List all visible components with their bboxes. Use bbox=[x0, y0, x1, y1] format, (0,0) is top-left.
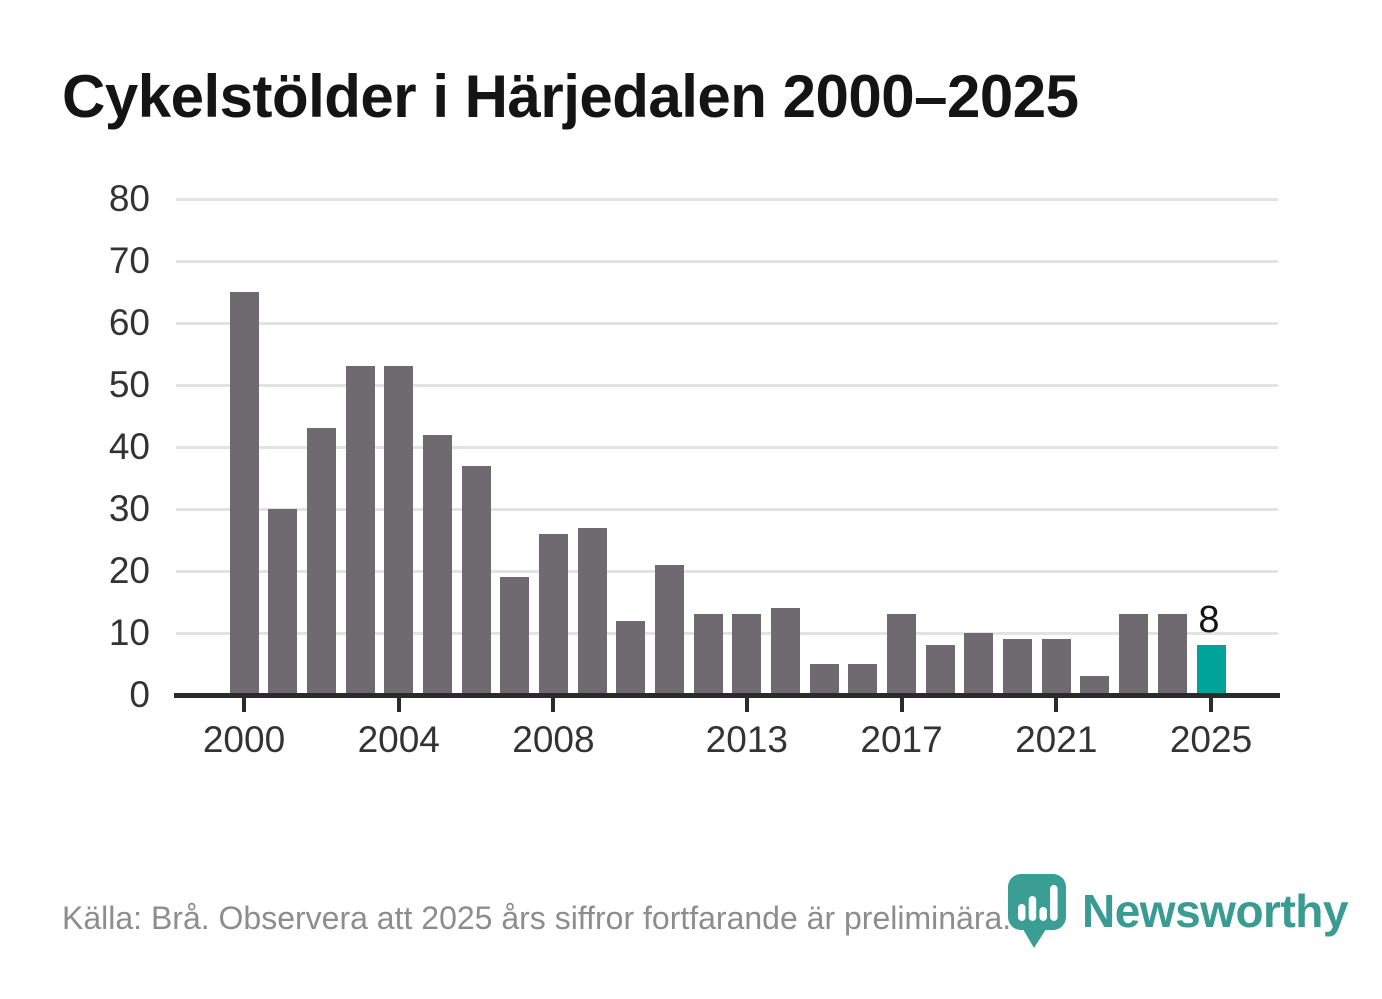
y-axis-label-40: 40 bbox=[108, 426, 150, 467]
chart-title: Cykelstölder i Härjedalen 2000–2025 bbox=[62, 63, 1079, 130]
y-axis-label-60: 60 bbox=[108, 302, 150, 343]
gridline-20 bbox=[176, 570, 1278, 573]
y-axis-label-70: 70 bbox=[108, 240, 150, 281]
source-note: Källa: Brå. Observera att 2025 års siffr… bbox=[62, 900, 1012, 936]
x-axis-tick-2017 bbox=[899, 696, 904, 712]
x-axis-tick-2013 bbox=[744, 696, 749, 712]
y-axis-label-80: 80 bbox=[108, 178, 150, 219]
bar-2020 bbox=[1003, 639, 1033, 697]
bar-2005 bbox=[422, 434, 452, 697]
bar-2014 bbox=[771, 608, 801, 697]
bar-2009 bbox=[577, 527, 607, 697]
y-axis-label-50: 50 bbox=[108, 364, 150, 405]
bar-2015 bbox=[809, 664, 839, 697]
bar-chart-pin-icon bbox=[1008, 874, 1066, 948]
y-axis-label-30: 30 bbox=[108, 488, 150, 529]
gridline-10 bbox=[176, 632, 1278, 635]
bar-2022 bbox=[1080, 676, 1110, 697]
bar-2000 bbox=[229, 292, 259, 697]
bar-2023 bbox=[1119, 614, 1149, 697]
bar-2010 bbox=[616, 620, 646, 697]
bar-2016 bbox=[848, 664, 878, 697]
x-axis-line bbox=[174, 693, 1280, 698]
bar-2001 bbox=[268, 509, 298, 697]
gridline-60 bbox=[176, 322, 1278, 325]
bar-2008 bbox=[538, 533, 568, 697]
highlight-value-label: 8 bbox=[1198, 599, 1220, 642]
bar-2013 bbox=[732, 614, 762, 697]
bar-2019 bbox=[964, 633, 994, 697]
x-axis-label-2000: 2000 bbox=[202, 719, 286, 760]
y-axis-label-0: 0 bbox=[129, 674, 150, 715]
x-axis-label-2013: 2013 bbox=[705, 719, 788, 760]
x-axis-label-2025: 2025 bbox=[1169, 719, 1253, 760]
y-axis-label-10: 10 bbox=[108, 612, 150, 653]
gridline-70 bbox=[176, 260, 1278, 263]
x-axis-label-2008: 2008 bbox=[512, 719, 595, 760]
bar-2017 bbox=[887, 614, 917, 697]
x-axis-label-2021: 2021 bbox=[1015, 719, 1098, 760]
bar-2003 bbox=[345, 366, 375, 697]
bar-2025 bbox=[1196, 645, 1226, 697]
brand-wordmark: Newsworthy bbox=[1082, 885, 1348, 937]
gridline-80 bbox=[176, 198, 1278, 201]
gridline-50 bbox=[176, 384, 1278, 387]
bar-2007 bbox=[500, 577, 530, 697]
gridline-40 bbox=[176, 446, 1278, 449]
bar-2024 bbox=[1157, 614, 1187, 697]
bar-2006 bbox=[461, 465, 491, 697]
bar-2018 bbox=[925, 645, 955, 697]
x-axis-tick-2025 bbox=[1209, 696, 1213, 712]
bar-2012 bbox=[693, 614, 723, 697]
x-axis-tick-2004 bbox=[396, 696, 401, 712]
x-axis-tick-2000 bbox=[242, 696, 246, 712]
gridline-30 bbox=[176, 508, 1278, 511]
bar-2011 bbox=[654, 564, 684, 697]
y-axis-label-20: 20 bbox=[108, 550, 150, 591]
bar-2002 bbox=[306, 428, 336, 697]
x-axis-tick-2008 bbox=[551, 696, 556, 712]
x-axis-label-2004: 2004 bbox=[357, 719, 440, 760]
bar-2004 bbox=[384, 366, 414, 697]
bar-2021 bbox=[1041, 639, 1071, 697]
x-axis-label-2017: 2017 bbox=[860, 719, 943, 760]
x-axis-tick-2021 bbox=[1054, 696, 1059, 712]
